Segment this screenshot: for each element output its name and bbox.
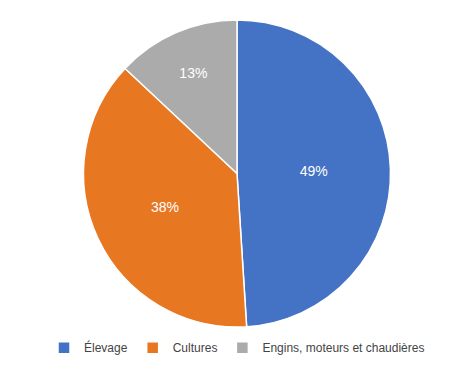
svg-text:Élevage: Élevage xyxy=(84,340,128,355)
svg-text:Cultures: Cultures xyxy=(173,341,218,355)
svg-text:38%: 38% xyxy=(151,199,179,215)
svg-text:Engins, moteurs et chaudières: Engins, moteurs et chaudières xyxy=(262,341,424,355)
svg-text:49%: 49% xyxy=(300,163,328,179)
svg-text:13%: 13% xyxy=(179,65,207,81)
